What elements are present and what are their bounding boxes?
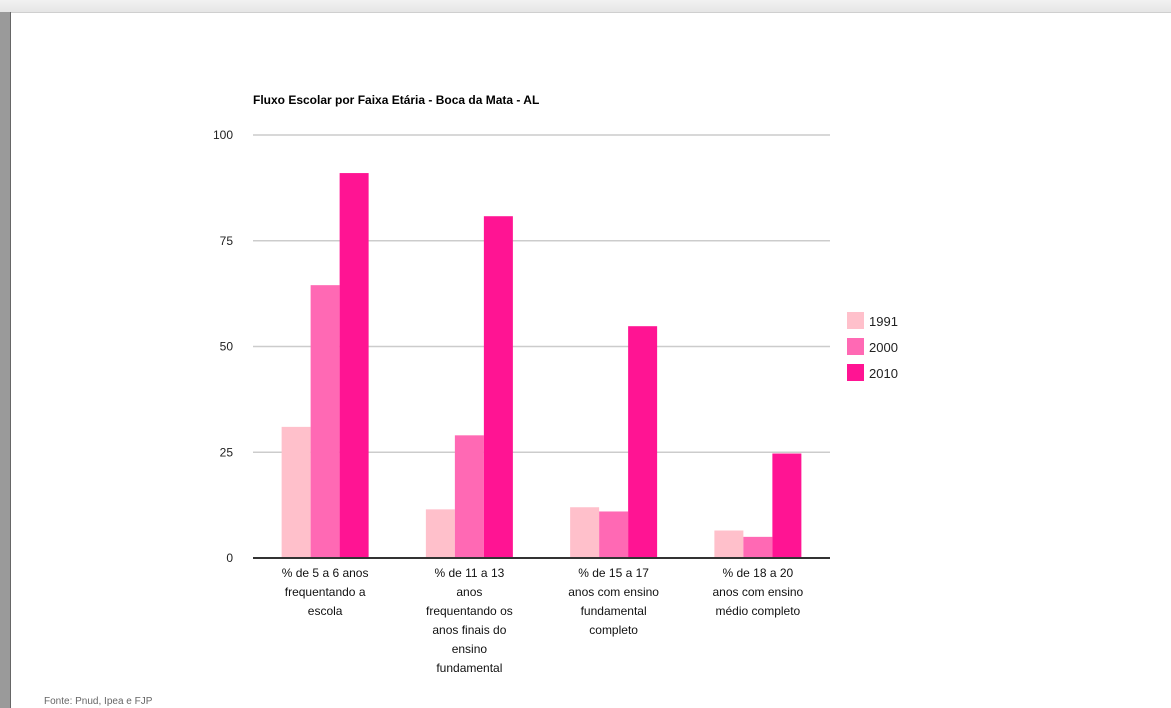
bar-2010 — [772, 453, 802, 558]
category-label-line: escola — [308, 604, 343, 618]
bar-1991 — [570, 507, 600, 558]
category-label-line: anos com ensino — [713, 585, 804, 599]
category-label-line: % de 15 a 17 — [578, 566, 649, 580]
legend-label: 1991 — [869, 314, 898, 329]
category-label-line: ensino — [452, 642, 488, 656]
category-label-line: frequentando os — [426, 604, 513, 618]
bar-2000 — [743, 536, 773, 558]
category-label-line: % de 11 a 13 — [434, 566, 504, 580]
category-label-line: completo — [589, 623, 638, 637]
chart-title: Fluxo Escolar por Faixa Etária - Boca da… — [253, 93, 539, 107]
category-label-line: % de 18 a 20 — [723, 566, 794, 580]
category-label-line: fundamental — [581, 604, 647, 618]
window-left-edge — [0, 12, 11, 708]
bar-1991 — [281, 426, 311, 558]
bar-2010 — [628, 326, 658, 558]
category-label: % de 15 a 17 anos com ensino fundamental co… — [568, 566, 659, 637]
category-label-line: médio completo — [716, 604, 801, 618]
category-label-line: fundamental — [436, 661, 502, 675]
category-label-line: anos finais do — [432, 623, 506, 637]
bar-2010 — [339, 173, 369, 558]
bar-2000 — [454, 435, 484, 558]
legend-swatch-2000 — [847, 338, 864, 355]
category-label: % de 11 a 13 anos frequentando os anos fina… — [426, 566, 513, 675]
category-label-line: % de 5 a 6 anos — [282, 566, 369, 580]
legend-label: 2000 — [869, 340, 898, 355]
category-labels: % de 5 a 6 anos frequentando a escola% de … — [282, 566, 804, 675]
window-top-edge — [0, 0, 1171, 13]
legend-swatch-2010 — [847, 364, 864, 381]
bars — [281, 173, 802, 558]
legend-swatch-1991 — [847, 312, 864, 329]
bar-1991 — [425, 509, 455, 558]
category-label: % de 18 a 20 anos com ensino médio complet… — [713, 566, 804, 618]
legend-label: 2010 — [869, 366, 898, 381]
y-axis-ticks: 0 25 50 75 100 — [213, 128, 233, 565]
category-label-line: anos — [456, 585, 482, 599]
y-tick-label: 50 — [220, 340, 234, 354]
legend: 1991 2000 2010 — [847, 312, 898, 381]
category-label-line: frequentando a — [285, 585, 366, 599]
y-tick-label: 100 — [213, 128, 233, 142]
bar-2000 — [310, 285, 340, 558]
bar-2010 — [483, 216, 513, 558]
source-note: Fonte: Pnud, Ipea e FJP — [44, 696, 153, 707]
bar-1991 — [714, 530, 744, 558]
y-tick-label: 25 — [220, 445, 234, 459]
y-tick-label: 75 — [220, 234, 234, 248]
category-label: % de 5 a 6 anos frequentando a escola — [282, 566, 369, 618]
y-tick-label: 0 — [226, 551, 233, 565]
bar-2000 — [599, 511, 629, 558]
category-label-line: anos com ensino — [568, 585, 659, 599]
